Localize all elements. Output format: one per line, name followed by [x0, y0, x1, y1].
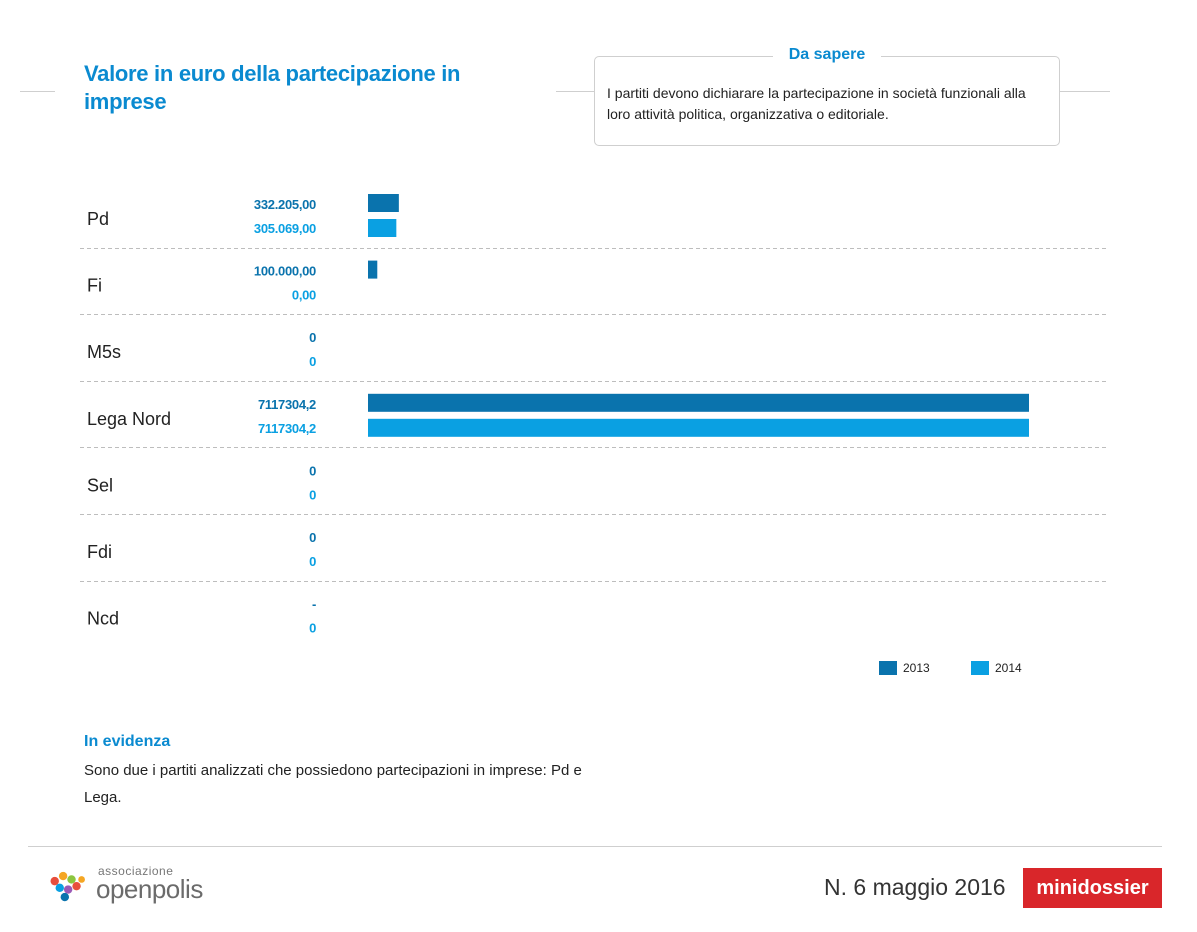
info-box-heading-text: Da sapere — [772, 46, 882, 63]
category-label-fdi: Fdi — [87, 542, 112, 562]
category-label-m5s: M5s — [87, 342, 121, 362]
value-label-fdi-2014: 0 — [309, 554, 316, 569]
bar-lega-nord-2013 — [368, 393, 1029, 412]
issue-date: N. 6 maggio 2016 — [824, 874, 1006, 900]
info-box-text: I partiti devono dichiarare la partecipa… — [607, 85, 1026, 122]
value-label-pd-2014: 305.069,00 — [254, 221, 316, 236]
legend-item-2014: 2014 — [971, 660, 1022, 675]
legend-label-2013: 2013 — [903, 660, 930, 675]
logo-name: openpolis — [96, 874, 203, 904]
legend-swatch-2013 — [879, 660, 897, 675]
value-label-sel-2013: 0 — [309, 463, 316, 478]
legend-swatch-2014 — [971, 660, 989, 675]
bar-pd-2013 — [368, 194, 399, 212]
legend-item-2013: 2013 — [879, 660, 930, 675]
category-label-ncd: Ncd — [87, 609, 119, 629]
value-label-lega-nord-2014: 7117304,2 — [258, 421, 316, 436]
value-label-m5s-2014: 0 — [309, 354, 316, 369]
category-label-fi: Fi — [87, 276, 102, 296]
bar-fi-2013 — [368, 260, 378, 279]
value-label-sel-2014: 0 — [309, 487, 316, 502]
category-label-lega-nord: Lega Nord — [87, 409, 171, 429]
bar-pd-2014 — [368, 219, 397, 237]
value-label-pd-2013: 332.205,00 — [254, 197, 316, 212]
bar-chart: Pd 332.205,00 305.069,00 Fi 100.000,00 0,00 M5… — [80, 194, 1106, 636]
value-label-ncd-2013: - — [312, 597, 316, 612]
evidenza-title: In evidenza — [84, 733, 171, 750]
minidossier-badge: minidossier — [1023, 868, 1162, 908]
evidenza-text: Sono due i partiti analizzati che possie… — [84, 762, 582, 806]
value-label-fdi-2013: 0 — [309, 530, 316, 545]
header-rule-right — [1060, 91, 1110, 92]
value-label-fi-2014: 0,00 — [292, 288, 316, 303]
openpolis-logo-icon — [50, 871, 85, 902]
header-rule-left — [20, 91, 55, 92]
category-label-sel: Sel — [87, 475, 113, 495]
value-label-fi-2013: 100.000,00 — [254, 264, 316, 279]
category-label-pd: Pd — [87, 209, 109, 229]
info-box-heading: Da sapere — [595, 46, 1059, 64]
logo-subtitle: associazione — [98, 864, 174, 878]
info-box: Da sapere I partiti devono dichiarare la… — [594, 46, 1060, 146]
value-label-m5s-2013: 0 — [309, 330, 316, 345]
value-label-lega-nord-2013: 7117304,2 — [258, 397, 316, 412]
footer-rule — [28, 846, 1162, 847]
legend-label-2014: 2014 — [995, 660, 1022, 675]
bar-lega-nord-2014 — [368, 418, 1029, 437]
value-label-ncd-2014: 0 — [309, 621, 316, 636]
chart-title: Valore in euro della partecipazione in i… — [84, 61, 461, 114]
header-rule-middle — [556, 91, 594, 92]
